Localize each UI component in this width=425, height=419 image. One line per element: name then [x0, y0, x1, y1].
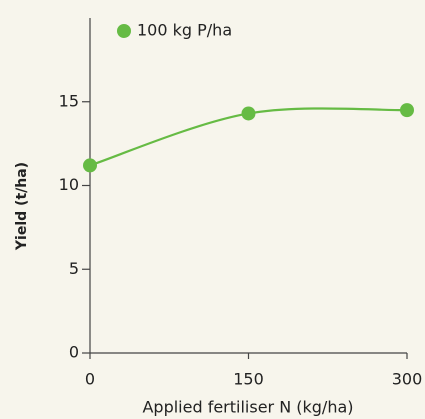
legend-label: 100 kg P/ha: [137, 21, 232, 40]
x-axis-label: Applied fertiliser N (kg/ha): [142, 398, 353, 417]
y-tick-label: 10: [59, 175, 79, 194]
point: [400, 103, 414, 118]
x-tick-label: 150: [233, 370, 264, 389]
y-axis-label: Yield (t/ha): [14, 162, 30, 251]
point: [241, 106, 256, 121]
point: [83, 158, 97, 173]
x-tick-label: 0: [85, 370, 95, 389]
y-tick-label: 15: [59, 91, 79, 110]
y-tick-label: 5: [69, 259, 79, 278]
x-tick-label: 300: [392, 370, 423, 389]
legend-marker: [117, 24, 131, 38]
y-tick-label: 0: [69, 343, 79, 362]
